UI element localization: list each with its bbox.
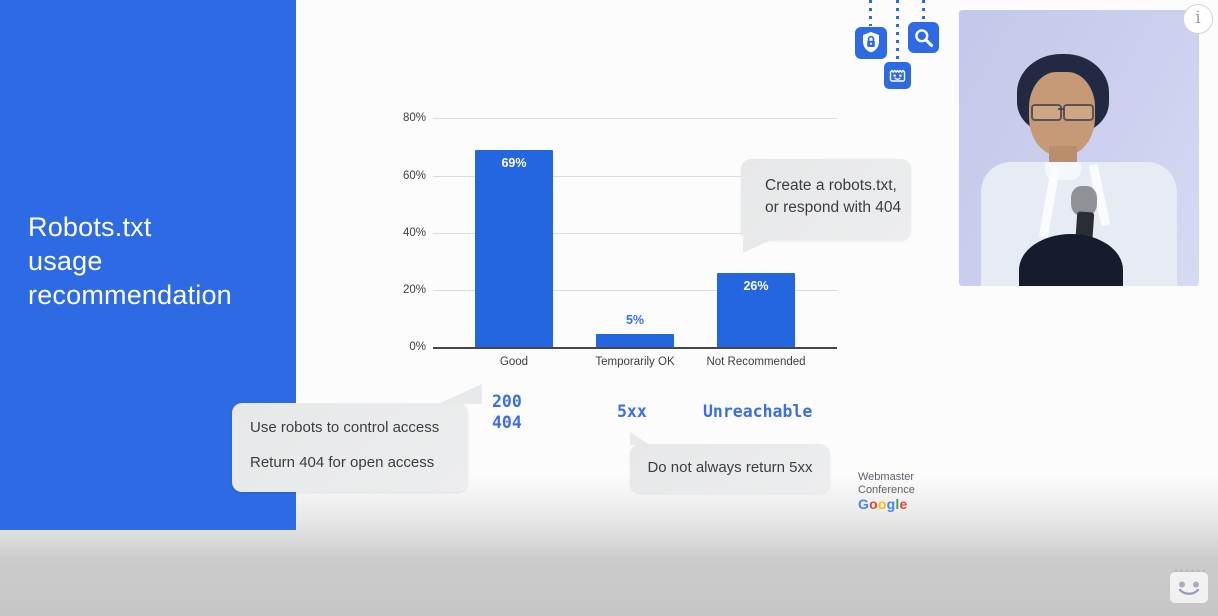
- status-codes-good: 200 404: [492, 391, 522, 433]
- gridline-60: [433, 176, 837, 177]
- bar-not-recommended-fill: 26%: [717, 273, 795, 348]
- gridline-40: [433, 233, 837, 234]
- y-tick-40: 40%: [402, 227, 426, 239]
- callout-no-5xx: Do not always return 5xx: [630, 432, 830, 493]
- presenter-video: [959, 10, 1199, 286]
- status-code-5xx: 5xx: [617, 402, 647, 421]
- x-label-good: Good: [499, 356, 529, 368]
- bar-temporarily-ok-value: 5%: [625, 313, 645, 327]
- conference-logo: Webmaster Conference Google: [858, 471, 915, 511]
- callout-create-robots: Create a robots.txt, or respond with 404: [741, 159, 911, 253]
- search-icon: [908, 22, 939, 53]
- y-tick-20: 20%: [402, 284, 426, 296]
- callout-create-robots-line2: or respond with 404: [765, 199, 902, 216]
- callout-use-robots-line2: Return 404 for open access: [250, 454, 435, 471]
- presenter-glasses-left: [1031, 104, 1062, 121]
- audience-head-silhouette: [1019, 234, 1123, 286]
- conference-logo-line2: Conference: [858, 484, 915, 496]
- x-label-not-recommended: Not Recommended: [706, 356, 806, 368]
- shield-lock-icon: [855, 27, 887, 59]
- dotted-hanger-line: [869, 0, 872, 26]
- presenter-glasses-bridge: [1058, 108, 1064, 110]
- title-line-1: Robots.txt: [28, 212, 152, 242]
- y-tick-80: 80%: [402, 112, 426, 124]
- microphone-head: [1071, 186, 1097, 216]
- presenter-face: [1029, 72, 1095, 156]
- callout-use-robots: Use robots to control access Return 404 …: [232, 384, 482, 492]
- crawler-bot-watermark-icon: [1166, 563, 1212, 607]
- bar-not-recommended-value: 26%: [743, 279, 769, 293]
- title-line-2: usage: [28, 246, 103, 276]
- callout-no-5xx-text: Do not always return 5xx: [647, 459, 813, 476]
- conference-logo-line1: Webmaster: [858, 471, 915, 483]
- presenter-glasses-right: [1063, 104, 1094, 121]
- callout-use-robots-line1: Use robots to control access: [250, 419, 440, 436]
- bubble-tail: [438, 384, 482, 404]
- gridline-80: [433, 118, 837, 119]
- y-tick-60: 60%: [402, 170, 426, 182]
- bar-temporarily-ok-fill: [596, 334, 674, 348]
- y-tick-0: 0%: [409, 341, 426, 353]
- title-line-3: recommendation: [28, 280, 232, 310]
- callout-create-robots-line1: Create a robots.txt,: [765, 177, 897, 194]
- gridline-20: [433, 290, 837, 291]
- crawler-bot-icon: [884, 62, 911, 89]
- info-icon[interactable]: i: [1183, 4, 1213, 34]
- status-code-404: 404: [492, 413, 522, 432]
- google-logo: Google: [858, 496, 908, 512]
- status-code-200: 200: [492, 392, 522, 411]
- dotted-hanger-line: [896, 0, 899, 62]
- bar-good-value: 69%: [501, 156, 527, 170]
- status-code-unreachable: Unreachable: [703, 402, 813, 421]
- x-label-temporarily-ok: Temporarily OK: [595, 356, 675, 368]
- bar-good-fill: 69%: [475, 150, 553, 348]
- page-title: Robots.txt usage recommendation: [28, 210, 232, 312]
- dotted-hanger-line: [922, 0, 925, 21]
- slide-title-panel: Robots.txt usage recommendation: [0, 0, 296, 530]
- bar-chart: 80% 60% 40% 20% 0% 69% 5% 26% Good Tempo…: [403, 112, 837, 368]
- x-axis-line: [433, 347, 837, 349]
